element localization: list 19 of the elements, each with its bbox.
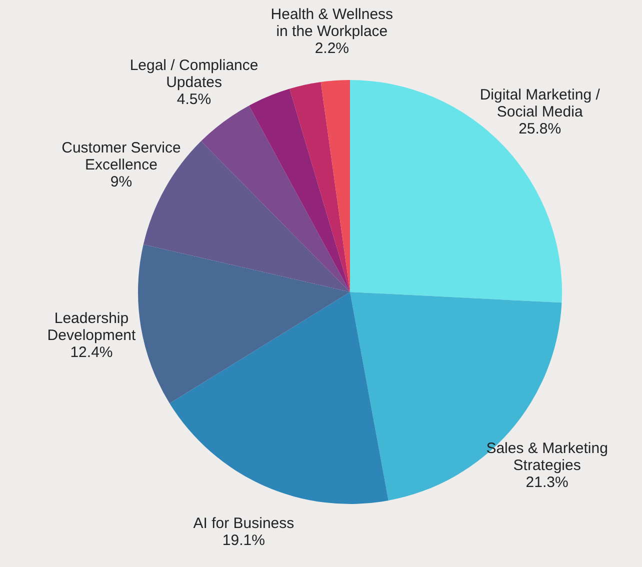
data-label: 25.8% [518,120,562,138]
pie-slice [249,88,350,292]
data-label: 4.5% [176,90,212,108]
slice-label: Legal / Compliance Updates [130,56,258,91]
slice-label: AI for Business [193,515,294,532]
slice-label: Leadership Development [47,310,137,344]
data-label: 2.2% [314,40,350,57]
pie-slice [138,244,350,404]
slice-label: Digital Marketing / Social Media [480,86,601,121]
slice-label: Customer Service Excellence [62,140,181,174]
data-label: 21.3% [526,474,568,491]
data-label: 19.1% [222,532,265,550]
pie-slice [170,292,388,504]
slice-label: Health & Wellness in the Workplace [270,6,394,40]
data-label: 12.4% [70,344,113,361]
pie-slice [320,80,350,292]
pie-slice [290,82,350,292]
data-label: 9% [110,174,132,191]
pie-slice [201,106,350,292]
